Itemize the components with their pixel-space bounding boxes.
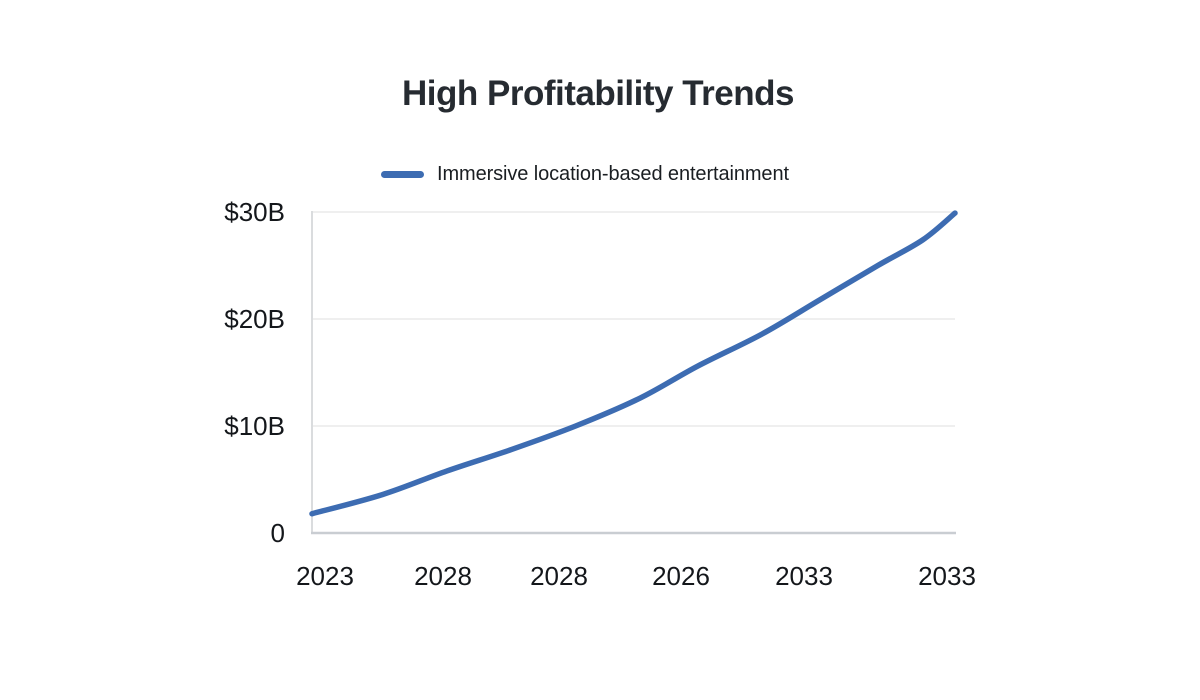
- legend-line-swatch: [381, 171, 424, 178]
- x-tick-label: 2028: [530, 561, 588, 591]
- y-tick-label: $30B: [224, 197, 285, 227]
- trend-line: [309, 210, 958, 517]
- x-tick-label: 2026: [652, 561, 710, 591]
- x-tick-label: 2033: [918, 561, 976, 591]
- x-tick-label: 2028: [414, 561, 472, 591]
- legend: Immersive location-based entertainment: [381, 160, 789, 189]
- x-tick-label: 2023: [296, 561, 354, 591]
- y-tick-label: $10B: [224, 411, 285, 441]
- chart-title: High Profitability Trends: [402, 74, 794, 113]
- legend-label: Immersive location-based entertainment: [437, 163, 789, 185]
- y-tick-label: $20B: [224, 304, 285, 334]
- y-tick-label: 0: [270, 518, 285, 548]
- x-tick-label: 2033: [775, 561, 833, 591]
